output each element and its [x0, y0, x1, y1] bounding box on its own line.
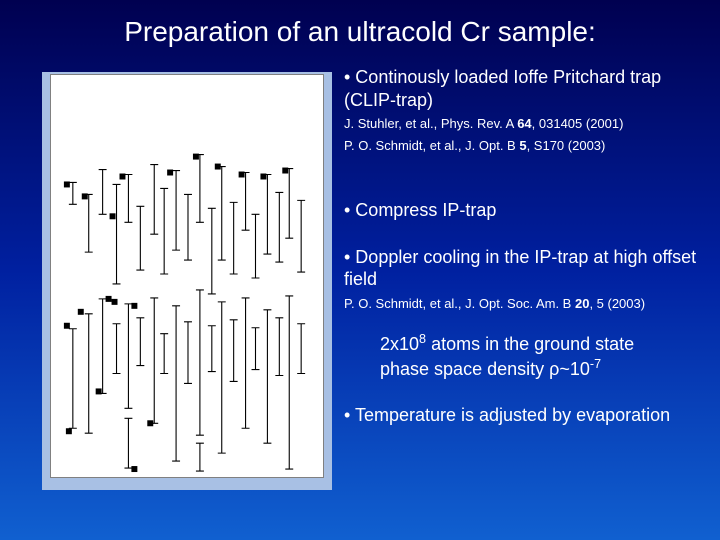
ref-text: J. Stuhler, et al., Phys. Rev. A	[344, 116, 517, 131]
page-title: Preparation of an ultracold Cr sample:	[0, 16, 720, 48]
ref-schmidt-joptb: P. O. Schmidt, et al., J. Opt. B 5, S170…	[344, 137, 708, 155]
atoms-exponent: 8	[419, 332, 426, 346]
bullet-doppler: • Doppler cooling in the IP-trap at high…	[344, 246, 708, 291]
result-summary: 2x108 atoms in the ground state phase sp…	[380, 331, 708, 382]
bullet-evaporation: • Temperature is adjusted by evaporation	[344, 404, 708, 427]
ref-volume: 5	[519, 138, 526, 153]
ref-text: , S170 (2003)	[527, 138, 606, 153]
ref-text: , 5 (2003)	[589, 296, 645, 311]
ref-text: , 031405 (2001)	[532, 116, 624, 131]
ref-text: P. O. Schmidt, et al., J. Opt. Soc. Am. …	[344, 296, 575, 311]
ref-volume: 20	[575, 296, 589, 311]
atoms-line: 2x108 atoms in the ground state	[380, 334, 634, 354]
phase-prefix: phase space density ρ~10	[380, 359, 590, 379]
ref-stuhler: J. Stuhler, et al., Phys. Rev. A 64, 031…	[344, 115, 708, 133]
bullet-clip-trap: • Continously loaded Ioffe Pritchard tra…	[344, 66, 708, 111]
phase-line: phase space density ρ~10-7	[380, 359, 601, 379]
figure-panel	[42, 72, 332, 490]
figure-spectrum	[50, 74, 324, 478]
content-column: • Continously loaded Ioffe Pritchard tra…	[344, 66, 708, 428]
ref-volume: 64	[517, 116, 531, 131]
ref-schmidt-josab: P. O. Schmidt, et al., J. Opt. Soc. Am. …	[344, 295, 708, 313]
phase-exponent: -7	[590, 357, 601, 371]
ref-text: P. O. Schmidt, et al., J. Opt. B	[344, 138, 519, 153]
atoms-suffix: atoms in the ground state	[426, 334, 634, 354]
bullet-compress: • Compress IP-trap	[344, 199, 708, 222]
atoms-prefix: 2x10	[380, 334, 419, 354]
